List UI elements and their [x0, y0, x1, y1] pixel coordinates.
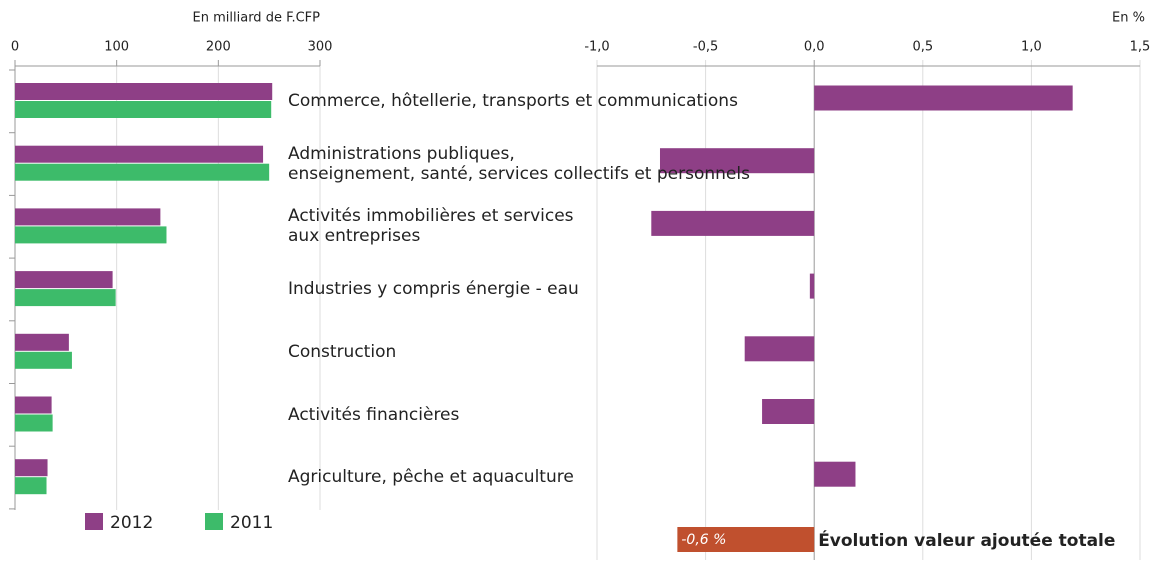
x-tick-label: 100: [104, 40, 129, 55]
bar: [15, 289, 116, 307]
x-tick-label: 200: [206, 40, 231, 55]
legend-swatch: [205, 513, 223, 530]
bar: [15, 396, 52, 414]
x-tick-label: 1,5: [1130, 40, 1151, 55]
bar: [15, 459, 48, 477]
x-tick-label: 0,5: [912, 40, 933, 55]
bar: [15, 351, 72, 369]
category-label: Commerce, hôtellerie, transports et comm…: [288, 91, 738, 111]
x-axis-title: En %: [1112, 11, 1145, 26]
legend-label: 2011: [230, 513, 273, 533]
x-tick-label: 1,0: [1021, 40, 1042, 55]
legend-label: 2012: [110, 513, 153, 533]
category-label: Activités financières: [288, 404, 460, 425]
bar: [814, 461, 856, 487]
total-label: Évolution valeur ajoutée totale: [818, 529, 1115, 551]
bar: [15, 163, 270, 181]
category-label: Administrations publiques, enseignement,…: [288, 143, 750, 184]
x-tick-label: -0,5: [693, 40, 718, 55]
bar: [15, 333, 69, 351]
x-axis-title: En milliard de F.CFP: [193, 11, 321, 26]
category-label: Construction: [288, 341, 397, 362]
x-tick-label: 300: [308, 40, 333, 55]
legend-swatch: [85, 513, 103, 530]
bar: [744, 336, 815, 362]
bar: [651, 210, 815, 236]
x-tick-label: 0: [11, 40, 19, 55]
bar: [15, 145, 264, 163]
bar: [814, 85, 1073, 111]
bar: [762, 399, 815, 424]
x-tick-label: -1,0: [584, 40, 609, 55]
bar: [15, 271, 113, 289]
bar: [15, 477, 47, 495]
bar: [15, 226, 167, 244]
total-value-label: -0,6 %: [681, 532, 726, 548]
bar: [15, 414, 53, 432]
category-label: Activités immobilières et services aux e…: [288, 206, 574, 247]
bar: [15, 83, 273, 100]
bar: [15, 208, 161, 226]
total-bar: [677, 527, 815, 552]
bar: [809, 273, 815, 299]
bar: [659, 148, 815, 174]
x-tick-label: 0,0: [804, 40, 825, 55]
bar: [15, 101, 272, 118]
category-label: Agriculture, pêche et aquaculture: [288, 467, 574, 488]
category-label: Industries y compris énergie - eau: [288, 279, 579, 300]
